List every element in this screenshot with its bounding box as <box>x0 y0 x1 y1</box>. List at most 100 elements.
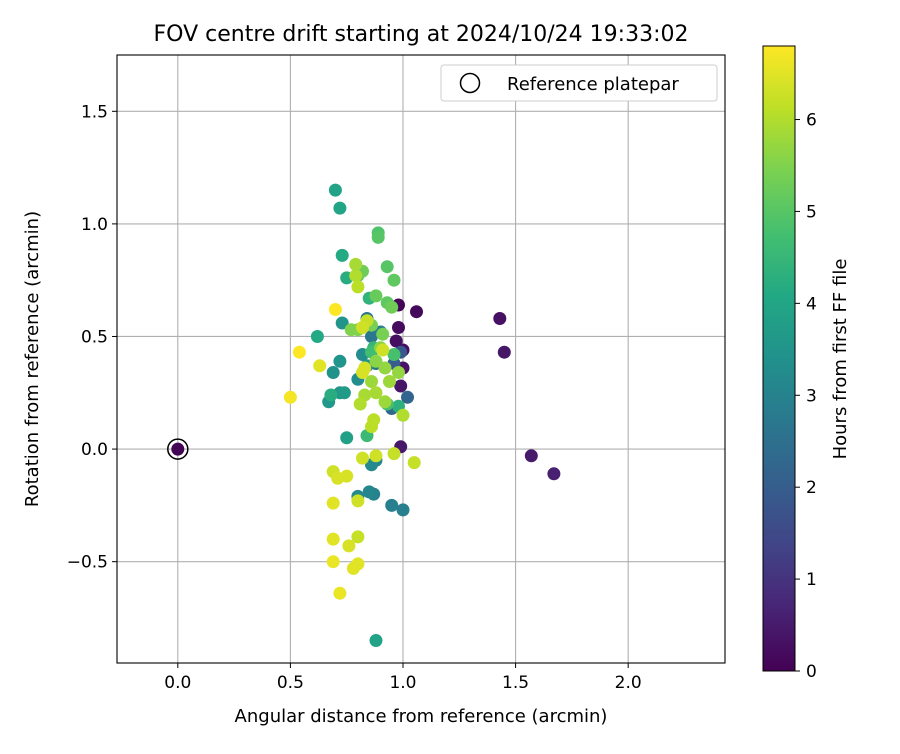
plot-background <box>117 55 725 663</box>
y-tick-label: −0.5 <box>67 553 108 573</box>
data-point <box>326 532 340 546</box>
legend-marker-icon <box>459 72 481 94</box>
data-point <box>378 395 392 409</box>
data-point <box>326 555 340 569</box>
data-point <box>333 586 347 600</box>
data-point <box>340 469 354 483</box>
colorbar-label: Hours from first FF file <box>830 259 851 460</box>
data-point <box>369 634 383 647</box>
y-tick-label: 1.0 <box>81 215 108 235</box>
legend-entry: Reference platepar <box>507 74 679 95</box>
data-point <box>340 431 354 445</box>
x-tick-label: 1.5 <box>502 673 529 693</box>
data-point <box>407 456 421 470</box>
colorbar-tick-label: 1 <box>806 570 817 590</box>
data-point <box>401 390 414 404</box>
colorbar-tick-label: 0 <box>806 662 817 682</box>
data-point <box>493 312 507 325</box>
colorbar-tick-label: 2 <box>806 478 817 498</box>
data-point <box>328 183 342 197</box>
data-point <box>387 447 401 461</box>
data-point <box>365 375 378 388</box>
data-point <box>362 485 376 499</box>
data-point <box>337 386 351 400</box>
plot-frame <box>116 54 726 664</box>
data-point <box>171 442 185 456</box>
x-axis-ticks: 0.0 0.5 1.0 1.5 2.0 <box>164 663 642 693</box>
colorbar-tick-label: 4 <box>806 294 817 314</box>
data-point <box>313 359 327 373</box>
data-point <box>351 280 365 294</box>
data-point <box>392 321 405 334</box>
x-axis-label: Angular distance from reference (arcmin) <box>235 706 608 727</box>
data-point <box>342 539 356 553</box>
data-point <box>385 498 399 512</box>
y-tick-label: 0.0 <box>81 440 108 460</box>
data-point <box>310 330 324 343</box>
legend: Reference platepar <box>440 64 718 102</box>
data-point <box>349 269 363 283</box>
y-axis-label: Rotation from reference (arcmin) <box>22 211 43 507</box>
data-point <box>356 321 369 334</box>
data-point <box>383 375 396 388</box>
data-point <box>497 345 511 359</box>
data-point <box>376 343 390 357</box>
data-point <box>410 305 423 319</box>
colorbar-tick-label: 6 <box>806 111 817 131</box>
data-point <box>335 316 349 330</box>
data-point <box>369 354 383 368</box>
data-point <box>353 397 367 411</box>
data-point <box>394 379 408 393</box>
reference-point-marker <box>167 438 189 460</box>
data-point <box>326 366 340 379</box>
colorbar-tick-label: 3 <box>806 386 817 406</box>
y-tick-label: 1.5 <box>81 102 108 122</box>
data-point <box>376 327 390 341</box>
data-point <box>380 260 394 274</box>
data-point <box>333 201 347 215</box>
data-point <box>396 408 410 422</box>
x-tick-label: 1.0 <box>389 673 416 693</box>
y-tick-label: 0.5 <box>81 327 108 347</box>
y-axis-ticks: −0.5 0.0 0.5 1.0 1.5 <box>67 102 117 573</box>
x-tick-label: 0.5 <box>277 673 304 693</box>
colorbar-ticks: 0 1 2 3 4 5 6 <box>795 111 817 682</box>
colorbar-tick-label: 5 <box>806 202 817 222</box>
data-point <box>524 449 538 463</box>
data-point <box>324 388 338 402</box>
data-point <box>547 467 561 481</box>
data-point <box>283 390 297 404</box>
data-point <box>369 449 383 463</box>
chart-title: FOV centre drift starting at 2024/10/24 … <box>154 22 689 47</box>
data-points <box>171 183 561 647</box>
data-point <box>369 289 383 303</box>
data-point <box>356 366 369 379</box>
data-point <box>292 345 306 359</box>
data-point <box>328 303 342 316</box>
data-point <box>356 451 369 465</box>
data-point <box>369 386 383 400</box>
data-point <box>387 273 401 287</box>
x-tick-label: 0.0 <box>164 673 191 693</box>
legend-box <box>440 64 718 102</box>
data-point <box>335 248 349 262</box>
data-point <box>351 494 365 508</box>
data-point <box>351 530 365 544</box>
data-point <box>387 348 401 361</box>
data-point <box>346 561 360 575</box>
data-point <box>333 354 347 368</box>
colorbar <box>762 45 796 672</box>
data-point <box>326 496 340 510</box>
x-tick-label: 2.0 <box>615 673 642 693</box>
data-point <box>389 334 403 348</box>
data-point <box>349 257 363 271</box>
data-point <box>378 361 392 375</box>
reference-marker <box>167 438 189 460</box>
data-point <box>385 300 399 314</box>
data-point <box>396 503 410 517</box>
data-point <box>392 366 405 379</box>
data-point <box>371 230 385 244</box>
data-point <box>365 420 378 434</box>
